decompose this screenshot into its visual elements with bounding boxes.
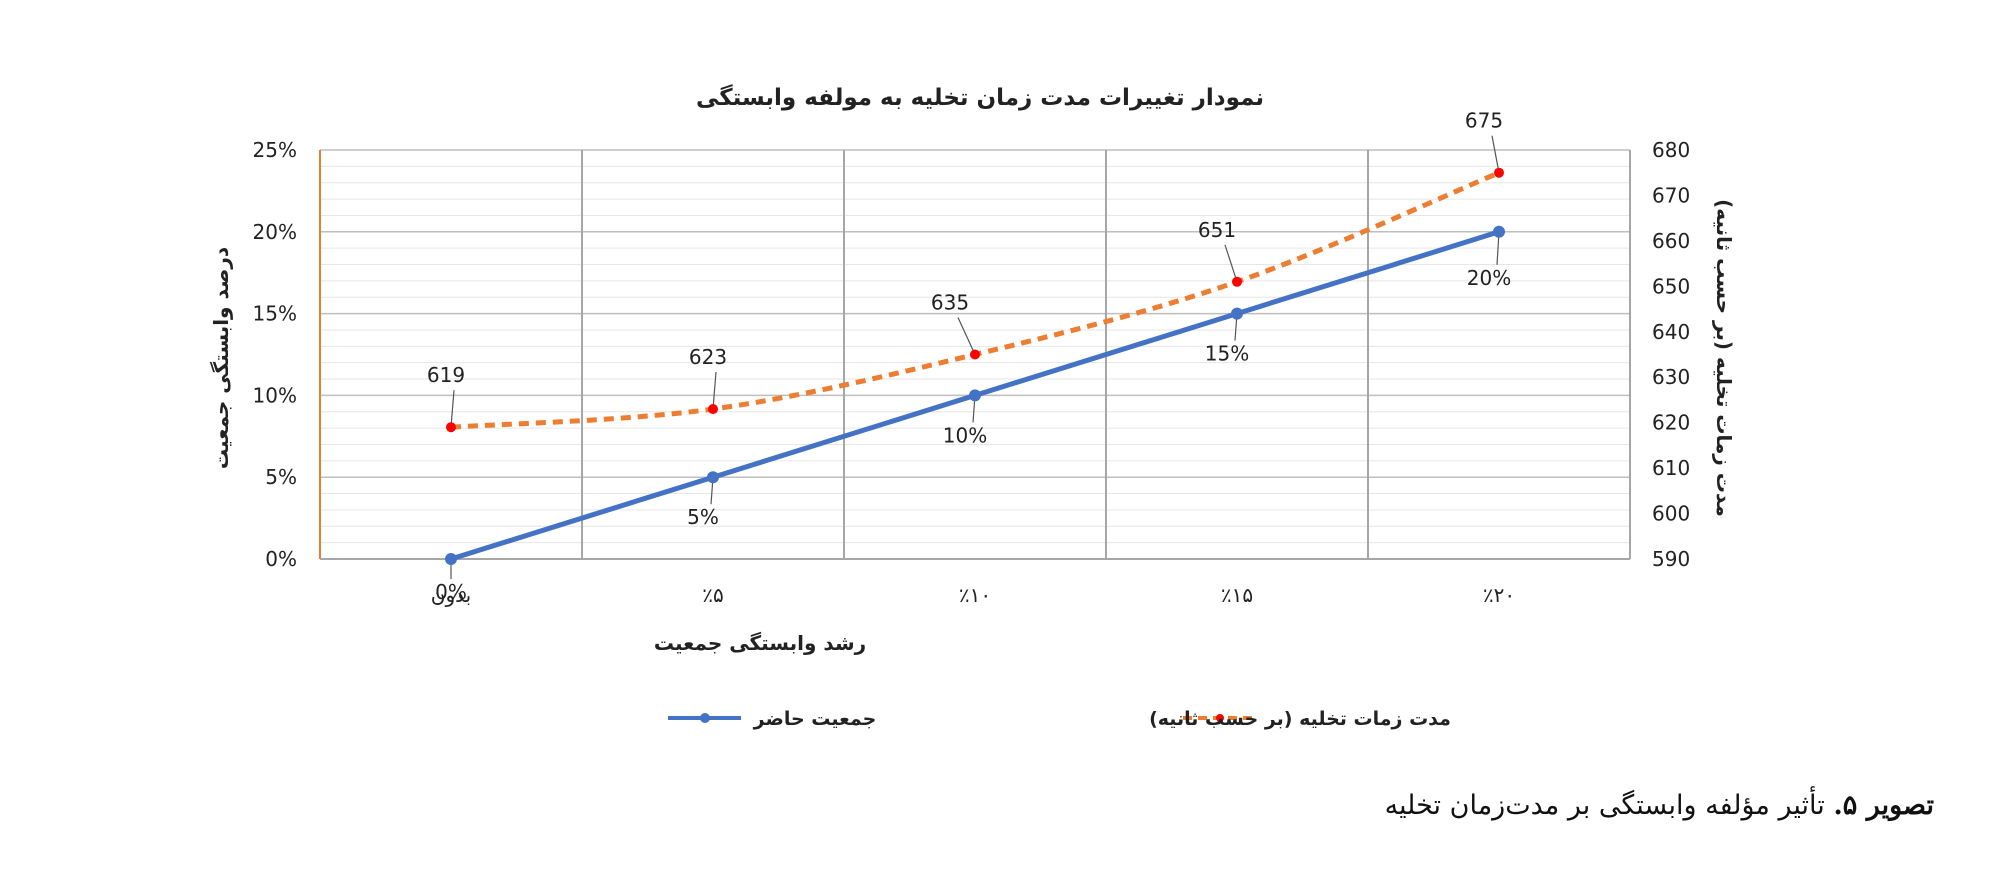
series-1-data-label: 635 — [931, 291, 969, 315]
series-0-data-label: 0% — [435, 580, 467, 604]
data-label-leader — [957, 317, 976, 355]
series-1-data-label: 623 — [689, 345, 727, 369]
series-0-data-label: 5% — [687, 505, 719, 529]
y-right-tick-label: 660 — [1652, 229, 1690, 253]
x-axis-ticks: بدون ٪۵ ٪۱۰ ٪۱۵ ٪۲۰ — [431, 583, 1515, 607]
series-1-point — [708, 404, 718, 415]
legend-marker-evac-time — [1216, 714, 1224, 722]
series-1-point — [446, 422, 456, 433]
y-left-tick-label: 10% — [253, 383, 297, 407]
legend: مدت زمات تخلیه (بر حسب ثانیه) جمعیت حاضر — [668, 708, 1451, 730]
series-1-point — [970, 349, 980, 360]
y-right-tick-label: 680 — [1652, 138, 1690, 162]
x-axis-title: رشد وابستگی جمعیت — [654, 631, 866, 655]
series-1-data-label: 619 — [427, 363, 465, 387]
series-1-data-label: 651 — [1198, 218, 1236, 242]
y-left-tick-label: 0% — [265, 547, 297, 571]
data-label-leader — [450, 390, 455, 428]
right-axis-ticks: 590 600 610 620 630 640 650 660 670 680 — [1652, 138, 1690, 571]
data-label-leader — [1224, 244, 1238, 282]
y-right-axis-title: مدت زمات تخلیه (بر حسب ثانیه) — [1712, 199, 1736, 517]
series-0-data-label: 10% — [943, 423, 987, 447]
y-right-tick-label: 630 — [1652, 365, 1690, 389]
series-0-data-label: 20% — [1467, 266, 1511, 290]
y-right-tick-label: 610 — [1652, 456, 1690, 480]
left-axis-ticks: 0% 5% 10% 15% 20% 25% — [253, 138, 297, 571]
legend-marker-population — [700, 713, 710, 723]
y-right-tick-label: 650 — [1652, 274, 1690, 298]
series-1-data-label: 675 — [1465, 109, 1503, 133]
legend-label-evac-time: مدت زمات تخلیه (بر حسب ثانیه) — [1149, 708, 1451, 730]
y-left-tick-label: 15% — [253, 302, 297, 326]
y-right-tick-label: 620 — [1652, 411, 1690, 435]
series-0-point — [445, 553, 457, 565]
x-tick-label: ٪۱۰ — [959, 583, 991, 607]
x-tick-label: ٪۵ — [702, 583, 723, 607]
series-1-point — [1494, 167, 1504, 178]
series-0-data-label: 15% — [1205, 342, 1249, 366]
series-0-point — [1493, 225, 1505, 238]
series-line-1 — [450, 170, 1500, 430]
y-right-tick-label: 670 — [1652, 183, 1690, 207]
y-left-tick-label: 5% — [265, 465, 297, 489]
series-0-point — [707, 471, 719, 484]
series-1-point — [1232, 276, 1242, 287]
series-0-point — [969, 389, 981, 402]
series-0-point — [1231, 307, 1243, 320]
x-tick-label: ٪۲۰ — [1483, 583, 1515, 607]
x-tick-label: بدون — [431, 583, 471, 607]
y-right-tick-label: 590 — [1652, 547, 1690, 571]
data-label-leader — [712, 371, 717, 410]
legend-label-population: جمعیت حاضر — [753, 708, 877, 730]
figure-caption: تصویر ۵. تأثیر مؤلفه وابستگی بر مدت‌زمان… — [1385, 790, 1934, 821]
y-left-tick-label: 25% — [253, 138, 297, 162]
x-tick-label: ٪۱۵ — [1221, 583, 1253, 607]
figure-caption-text: تأثیر مؤلفه وابستگی بر مدت‌زمان تخلیه — [1384, 790, 1825, 821]
y-right-tick-label: 600 — [1652, 502, 1690, 526]
y-right-tick-label: 640 — [1652, 320, 1690, 344]
y-left-axis-title: درصد وابستگی جمعیت — [209, 247, 233, 469]
chart-title: نمودار تغییرات مدت زمان تخلیه به مولفه و… — [696, 84, 1264, 111]
data-label-leader — [1491, 135, 1500, 173]
series-layer: 0% 5% 10% 15% 20% 619 623 635 651 675 — [427, 109, 1511, 604]
chart-grid — [319, 149, 1631, 560]
y-left-tick-label: 20% — [253, 220, 297, 244]
figure-caption-label: تصویر ۵. — [1833, 790, 1934, 821]
